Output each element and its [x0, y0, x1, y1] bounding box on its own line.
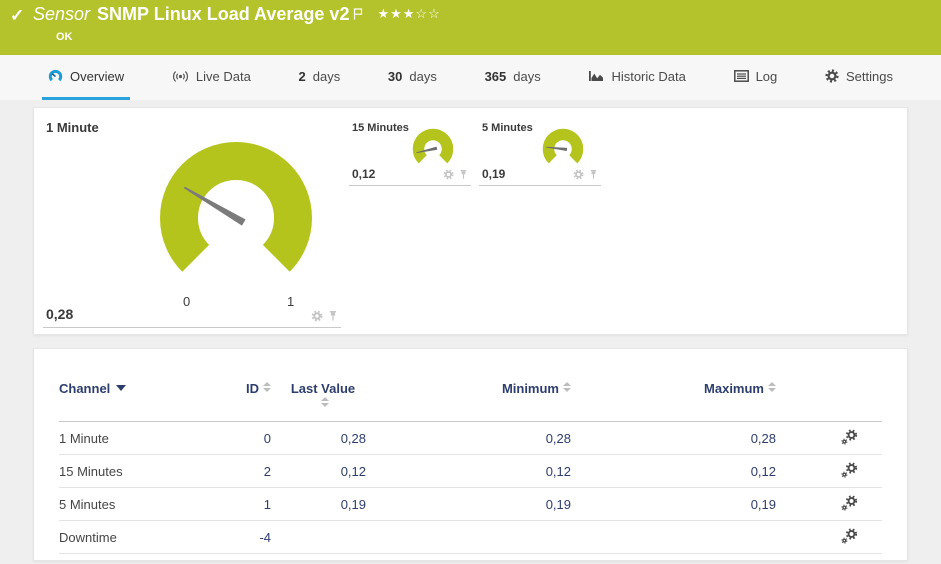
tab-log[interactable]: Log — [728, 55, 784, 100]
maximum-value: 0,28 — [750, 430, 776, 446]
gear-icon[interactable] — [573, 169, 584, 180]
minimum-value: 0,28 — [545, 430, 571, 446]
gauge-value: 0,28 — [46, 306, 74, 322]
last-value: 0,28 — [340, 430, 366, 446]
channel-settings-button[interactable] — [776, 461, 882, 481]
channel-id: 2 — [263, 463, 271, 479]
channels-table: Channel ID Last Value Minimum Maximum 1 … — [59, 349, 882, 554]
tab-bar: Overview Live Data 2 days 30 days 365 da… — [0, 55, 941, 100]
sort-desc-icon — [116, 385, 127, 391]
log-icon — [733, 70, 749, 82]
gauge-needle — [183, 186, 246, 226]
channel-name[interactable]: 5 Minutes — [59, 496, 116, 512]
gear-icon — [825, 69, 839, 83]
gauge-tile-5-minutes: 5 Minutes 0,19 — [479, 118, 601, 186]
channel-id: -4 — [259, 529, 271, 545]
double-gear-icon — [841, 428, 858, 445]
column-header-last-value[interactable]: Last Value — [271, 381, 366, 411]
gauge-chart-5-minutes — [542, 128, 584, 164]
sort-icon — [263, 382, 271, 392]
table-header-row: Channel ID Last Value Minimum Maximum — [59, 349, 882, 422]
broadcast-icon — [172, 70, 189, 83]
flag-icon[interactable] — [353, 4, 363, 25]
pin-icon[interactable] — [589, 169, 598, 180]
tab-label: days — [513, 68, 541, 84]
table-row-15-minutes: 15 Minutes 2 0,12 0,12 0,12 — [59, 455, 882, 488]
double-gear-icon — [841, 494, 858, 511]
last-value: 0,12 — [340, 463, 366, 479]
sensor-name: SNMP Linux Load Average v2 — [97, 4, 350, 24]
sensor-kind-label: Sensor — [33, 4, 91, 24]
sensor-header-bar: ✓ Sensor SNMP Linux Load Average v2 ★★★☆… — [0, 0, 941, 55]
gauge-needle — [416, 146, 438, 154]
maximum-value: 0,12 — [750, 463, 776, 479]
minimum-value: 0,19 — [545, 496, 571, 512]
channel-settings-button[interactable] — [776, 527, 882, 547]
tab-label: Settings — [845, 68, 893, 84]
gauge-title: 15 Minutes — [352, 122, 409, 134]
column-header-channel[interactable]: Channel — [59, 381, 209, 396]
tab-label: days — [312, 68, 341, 84]
gauge-title: 1 Minute — [46, 120, 99, 135]
table-row-5-minutes: 5 Minutes 1 0,19 0,19 0,19 — [59, 488, 882, 521]
tab-30-days[interactable]: 30 days — [382, 55, 443, 100]
gauge-icon — [48, 69, 63, 84]
pin-icon[interactable] — [328, 310, 338, 322]
tab-2-days[interactable]: 2 days — [293, 55, 347, 100]
double-gear-icon — [841, 461, 858, 478]
gauge-scale-max: 1 — [287, 294, 295, 309]
gear-icon[interactable] — [443, 169, 454, 180]
column-header-minimum[interactable]: Minimum — [366, 381, 571, 396]
column-header-maximum[interactable]: Maximum — [571, 381, 776, 396]
channel-settings-button[interactable] — [776, 494, 882, 514]
sensor-status-badge: OK — [56, 31, 73, 43]
gauge-chart-1-minute — [160, 142, 312, 272]
gauge-needle — [546, 146, 568, 152]
channels-table-panel: Channel ID Last Value Minimum Maximum 1 … — [33, 348, 908, 561]
column-header-id[interactable]: ID — [209, 381, 271, 396]
gauge-value: 0,19 — [482, 167, 506, 181]
tab-365-days[interactable]: 365 days — [479, 55, 547, 100]
channel-name[interactable]: 1 Minute — [59, 430, 109, 446]
maximum-value: 0,19 — [750, 496, 776, 512]
gauge-title: 5 Minutes — [482, 122, 533, 134]
tab-number: 365 — [484, 68, 507, 84]
tab-label: Overview — [70, 68, 125, 84]
channel-id: 1 — [263, 496, 271, 512]
area-chart-icon — [588, 70, 604, 82]
tab-label: Live Data — [195, 68, 251, 84]
sort-icon — [768, 382, 776, 392]
gauge-tile-1-minute: 1 Minute 0 1 0,28 — [43, 116, 341, 328]
channel-name[interactable]: 15 Minutes — [59, 463, 123, 479]
tab-settings[interactable]: Settings — [819, 55, 899, 100]
status-check-icon: ✓ — [10, 6, 25, 25]
tab-label: Historic Data — [611, 68, 686, 84]
gauges-panel: 1 Minute 0 1 0,28 — [33, 107, 908, 335]
tab-number: 2 — [298, 68, 306, 84]
gear-icon[interactable] — [311, 310, 323, 322]
gauge-value: 0,12 — [352, 167, 376, 181]
gauge-scale-min: 0 — [183, 294, 191, 309]
channel-id: 0 — [263, 430, 271, 446]
gauge-chart-15-minutes — [412, 128, 454, 164]
double-gear-icon — [841, 527, 858, 544]
tab-label: days — [409, 68, 437, 84]
tab-historic-data[interactable]: Historic Data — [582, 55, 691, 100]
tab-number: 30 — [387, 68, 403, 84]
sort-icon — [563, 382, 571, 392]
tab-overview[interactable]: Overview — [42, 55, 131, 100]
priority-stars[interactable]: ★★★☆☆ — [377, 6, 441, 21]
tab-live-data[interactable]: Live Data — [166, 55, 257, 100]
tab-label: Log — [755, 68, 778, 84]
table-row-1-minute: 1 Minute 0 0,28 0,28 0,28 — [59, 422, 882, 455]
gauge-tile-15-minutes: 15 Minutes 0,12 — [349, 118, 471, 186]
last-value: 0,19 — [340, 496, 366, 512]
table-row-downtime: Downtime -4 — [59, 521, 882, 554]
sort-icon — [321, 397, 329, 407]
channel-name[interactable]: Downtime — [59, 529, 117, 545]
channel-settings-button[interactable] — [776, 428, 882, 448]
minimum-value: 0,12 — [545, 463, 571, 479]
page-content: 1 Minute 0 1 0,28 — [0, 100, 941, 564]
pin-icon[interactable] — [459, 169, 468, 180]
